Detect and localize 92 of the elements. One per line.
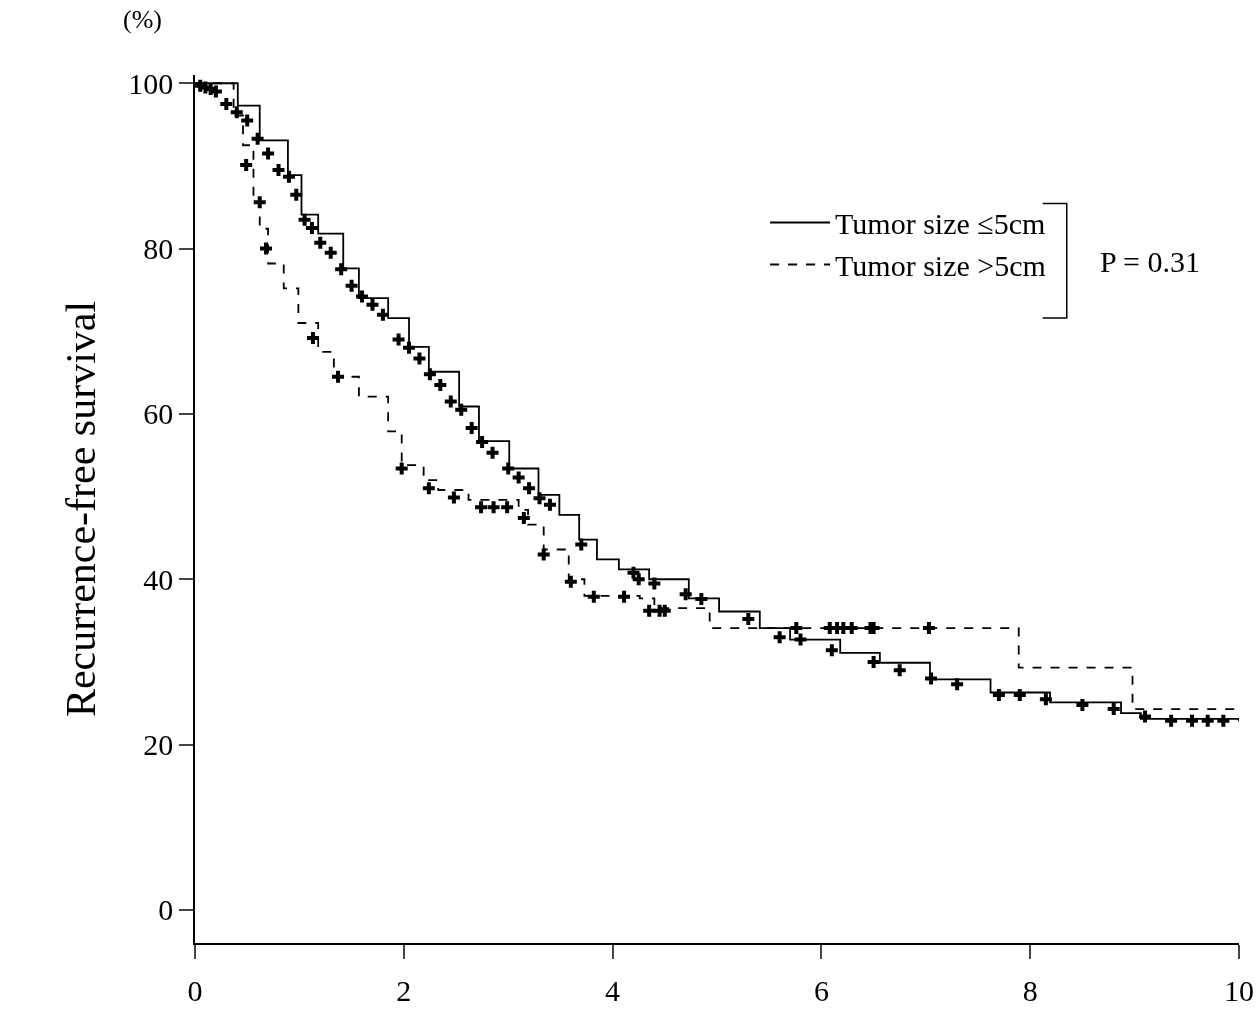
point [1201, 714, 1214, 727]
x-tick-label: 4 [605, 973, 621, 1007]
point [627, 566, 640, 579]
point [220, 97, 233, 110]
point [444, 395, 457, 408]
point [392, 333, 405, 346]
point [922, 622, 935, 635]
point [476, 436, 489, 449]
point [679, 588, 692, 601]
annotation: P = 0.31 [1100, 245, 1200, 278]
point [253, 196, 266, 209]
point [648, 577, 661, 590]
point [742, 612, 755, 625]
point [992, 689, 1005, 701]
point [1076, 698, 1089, 711]
point [517, 512, 530, 525]
point [305, 221, 318, 234]
x-tick-label: 0 [187, 973, 203, 1007]
text: (%) [123, 5, 162, 34]
point [790, 622, 803, 635]
point [332, 370, 345, 383]
legend-label: Tumor size ≤5cm [835, 207, 1046, 241]
point [306, 331, 319, 344]
point [643, 604, 656, 617]
point [1013, 689, 1026, 701]
point [230, 106, 243, 119]
point [487, 501, 500, 514]
y-tick-label: 0 [158, 893, 174, 927]
point [324, 246, 337, 259]
point [262, 147, 275, 160]
point [867, 655, 880, 668]
y-tick-label: 60 [143, 397, 174, 431]
point [290, 188, 303, 201]
x-tick-label: 2 [396, 973, 412, 1007]
point [335, 263, 348, 276]
x-tick-label: 8 [1022, 973, 1038, 1007]
point [422, 482, 435, 495]
point [356, 290, 369, 303]
point [447, 491, 460, 504]
point [366, 298, 379, 311]
point [632, 573, 645, 586]
point [1139, 710, 1152, 723]
point [523, 482, 536, 495]
point [1186, 714, 1199, 727]
y-tick-label: 20 [143, 728, 174, 762]
point [951, 678, 964, 691]
point [403, 341, 416, 354]
point [512, 471, 525, 484]
point [465, 421, 478, 434]
y-tick-label: 80 [143, 232, 174, 266]
point [395, 462, 408, 475]
point [413, 352, 426, 365]
point [575, 538, 588, 551]
point [423, 368, 436, 381]
x-tick-label: 6 [813, 973, 829, 1007]
point [825, 644, 838, 657]
legend-label: Tumor size >5cm [835, 249, 1046, 283]
y-axis-title: Recurrence-free survival [57, 300, 104, 718]
point [618, 590, 631, 603]
x-tick-label: 10 [1224, 973, 1254, 1007]
point [1217, 714, 1230, 727]
point [794, 633, 807, 646]
point [251, 132, 264, 145]
point [1107, 703, 1120, 716]
point [345, 279, 358, 292]
point [282, 170, 295, 183]
point [1165, 714, 1178, 727]
point [533, 492, 546, 505]
point [314, 236, 327, 249]
point [376, 308, 389, 321]
point [537, 548, 550, 561]
point [434, 379, 447, 391]
point [272, 164, 285, 177]
point [240, 159, 253, 172]
point [501, 501, 514, 514]
point [241, 114, 254, 127]
point [893, 664, 906, 677]
point [259, 242, 272, 255]
point [475, 501, 488, 514]
point [695, 593, 708, 606]
point [455, 403, 468, 416]
point [587, 590, 600, 603]
y-tick-label: 40 [143, 562, 174, 596]
point [773, 631, 786, 644]
point [925, 672, 938, 685]
point [543, 498, 556, 511]
y-tick-label: 100 [128, 66, 174, 100]
point [1039, 693, 1052, 706]
point [298, 213, 311, 226]
point [502, 462, 515, 475]
point [486, 446, 499, 459]
point [564, 575, 577, 588]
